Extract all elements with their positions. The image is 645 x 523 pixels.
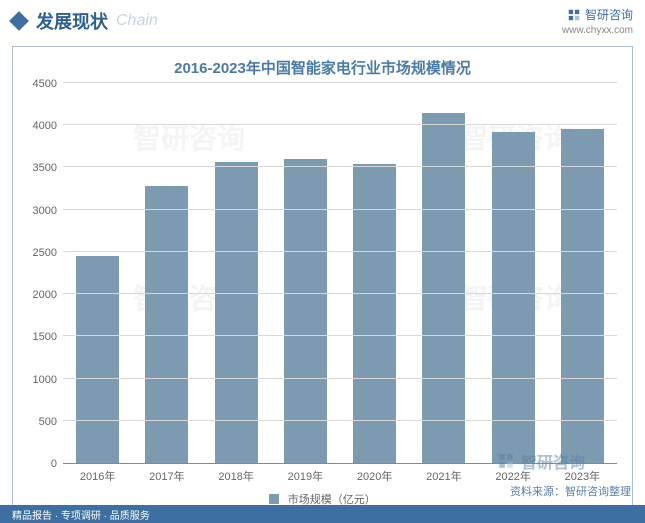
gridline	[63, 166, 617, 167]
bar	[76, 256, 119, 463]
y-tick-label: 3500	[13, 162, 57, 174]
gridline	[63, 335, 617, 336]
header: 发展现状 Chain 智研咨询 www.chyxx.com	[0, 0, 645, 38]
bar-wrap	[132, 84, 201, 463]
gridline	[63, 124, 617, 125]
chart-title: 2016-2023年中国智能家电行业市场规模情况	[13, 47, 632, 84]
bar	[215, 162, 258, 463]
x-tick-label: 2018年	[202, 464, 271, 484]
gridline	[63, 82, 617, 83]
gridline	[63, 209, 617, 210]
bar-wrap	[409, 84, 478, 463]
legend-swatch	[269, 494, 279, 504]
bar	[561, 129, 604, 463]
y-tick-label: 0	[13, 458, 57, 470]
diamond-icon	[9, 11, 29, 31]
y-tick-label: 500	[13, 416, 57, 428]
header-title-cn: 发展现状	[36, 8, 108, 34]
y-tick-label: 4000	[13, 120, 57, 132]
brand-url: www.chyxx.com	[562, 25, 633, 36]
x-tick-label: 2020年	[340, 464, 409, 484]
chart-plot-area: 050010001500200025003000350040004500	[13, 84, 632, 464]
y-tick-label: 3000	[13, 205, 57, 217]
bar	[284, 159, 327, 463]
y-tick-label: 2000	[13, 289, 57, 301]
gridline	[63, 378, 617, 379]
gridline	[63, 251, 617, 252]
y-tick-label: 4500	[13, 78, 57, 90]
footer-bar: 精品报告 · 专项调研 · 品质服务	[0, 505, 645, 523]
bar-wrap	[202, 84, 271, 463]
y-axis: 050010001500200025003000350040004500	[13, 84, 63, 464]
x-tick-label: 2021年	[409, 464, 478, 484]
watermark-logo-text: 智研咨询	[521, 449, 585, 473]
footer-bar-text: 精品报告 · 专项调研 · 品质服务	[12, 507, 150, 522]
gridline	[63, 420, 617, 421]
x-tick-label: 2019年	[271, 464, 340, 484]
legend-label: 市场规模（亿元）	[288, 494, 376, 506]
header-title-en: Chain	[116, 12, 158, 30]
y-tick-label: 1000	[13, 374, 57, 386]
y-tick-label: 2500	[13, 247, 57, 259]
bar-wrap	[479, 84, 548, 463]
footer-source: 资料来源：智研咨询整理	[510, 483, 631, 499]
bar	[492, 132, 535, 463]
bars-group	[63, 84, 617, 463]
header-brand: 智研咨询 www.chyxx.com	[562, 6, 633, 36]
bar	[145, 186, 188, 463]
bar-wrap	[340, 84, 409, 463]
plot-area	[63, 84, 617, 464]
bar-wrap	[63, 84, 132, 463]
gridline	[63, 293, 617, 294]
x-tick-label: 2017年	[132, 464, 201, 484]
brand-logo-icon	[567, 8, 581, 22]
bar-wrap	[271, 84, 340, 463]
y-tick-label: 1500	[13, 331, 57, 343]
brand-name: 智研咨询	[585, 6, 633, 23]
watermark-logo: 智研咨询	[497, 449, 585, 473]
bar-wrap	[548, 84, 617, 463]
bar	[422, 113, 465, 463]
x-tick-label: 2016年	[63, 464, 132, 484]
